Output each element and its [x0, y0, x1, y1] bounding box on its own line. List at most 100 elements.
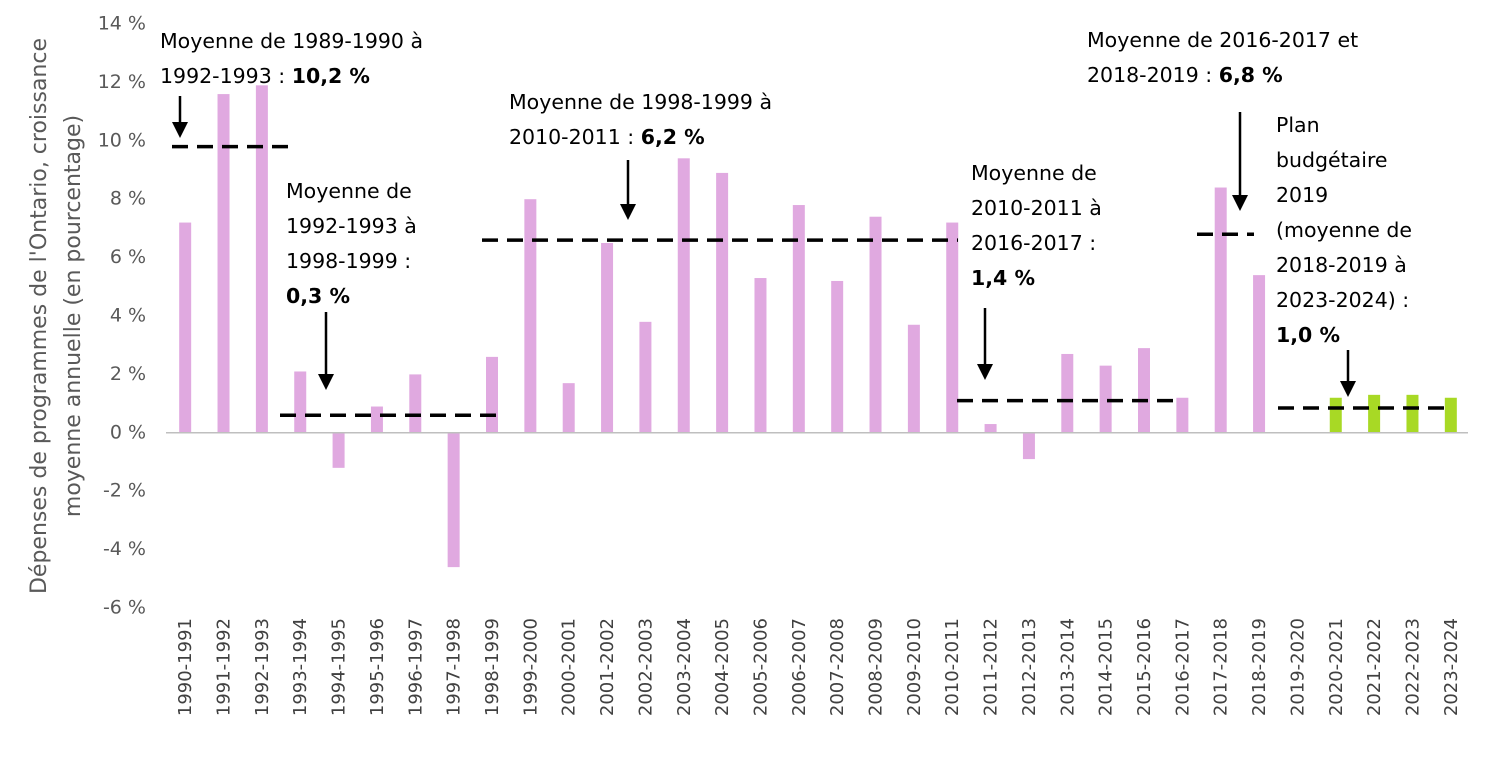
annotation-text: 2018-2019 à: [1276, 253, 1407, 277]
annotation-arrow-head: [620, 204, 636, 220]
x-tick-label: 2001-2002: [597, 618, 618, 716]
y-tick-label: 10 %: [98, 129, 146, 151]
bar: [792, 205, 805, 433]
annotation-text: 2010-2011 à: [971, 196, 1102, 220]
x-tick-label: 2000-2001: [559, 618, 580, 716]
bar: [294, 371, 307, 433]
bar: [179, 222, 192, 433]
y-tick-label: 0 %: [110, 421, 146, 443]
x-tick-label: 2018-2019: [1249, 618, 1270, 716]
x-tick-label: 1990-1991: [175, 618, 196, 716]
x-tick-label: 2014-2015: [1096, 618, 1117, 716]
bar: [1253, 275, 1266, 433]
annotation: Moyenne de 2016-2017 et 2018-2019 : 6,8 %: [1087, 28, 1358, 211]
annotation-text: Moyenne de 1998-1999 à: [509, 90, 772, 114]
annotation-value: 1,4 %: [971, 266, 1035, 290]
y-tick-label: 12 %: [98, 71, 146, 93]
bar: [601, 243, 614, 433]
x-tick-label: 2021-2022: [1364, 618, 1385, 716]
y-axis-title: Dépenses de programmes de l'Ontario, cro…: [27, 38, 86, 594]
x-tick-label: 2011-2012: [981, 618, 1002, 716]
x-tick-label: 1994-1995: [329, 618, 350, 716]
annotation-text: (moyenne de: [1276, 218, 1412, 242]
annotation-arrow-head: [318, 374, 334, 390]
annotation-text: Moyenne de: [286, 179, 412, 203]
annotation-value: 0,3 %: [286, 284, 350, 308]
bar: [1176, 397, 1189, 433]
bar: [524, 199, 537, 433]
x-tick-label: 2010-2011: [942, 618, 963, 716]
annotation-text: Plan: [1276, 113, 1320, 137]
x-tick-label: 1999-2000: [520, 618, 541, 716]
x-tick-label: 2020-2021: [1326, 618, 1347, 716]
x-tick-label: 1998-1999: [482, 618, 503, 716]
y-tick-label: 6 %: [110, 246, 146, 268]
bar: [946, 222, 959, 433]
annotation-text: 2019: [1276, 183, 1328, 207]
y-tick-labels: 14 % 12 % 10 % 8 % 6 % 4 % 2 % 0 % -2 % -4 % -6 %: [98, 13, 146, 619]
annotation-text: 1992-1993 : 10,2 %: [160, 64, 370, 88]
x-tick-label: 1995-1996: [367, 618, 388, 716]
y-tick-label: 8 %: [110, 188, 146, 210]
x-tick-label: 2005-2006: [750, 618, 771, 716]
annotation-text: Moyenne de: [971, 161, 1097, 185]
x-tick-label: 2023-2024: [1441, 618, 1462, 716]
x-tick-label: 1996-1997: [405, 618, 426, 716]
annotation: Moyenne de 1989-1990 à 1992-1993 : 10,2 %: [160, 29, 423, 138]
x-tick-label: 2016-2017: [1172, 618, 1193, 716]
bar: [754, 278, 767, 433]
annotation: Plan budgétaire 2019 (moyenne de 2018-2019 à…: [1276, 113, 1412, 397]
annotation-value: 6,2 %: [641, 125, 705, 149]
x-tick-labels: 1990-1991 1991-1992 1992-1993 1993-1994 1994…: [175, 618, 1462, 716]
bar: [1022, 432, 1035, 460]
bar: [370, 406, 383, 433]
annotation-arrow-head: [977, 364, 993, 380]
x-tick-label: 1997-1998: [444, 618, 465, 716]
annotation: Moyenne de 2010-2011 à 2016-2017 : 1,4 %: [971, 161, 1102, 380]
annotation-value: 6,8 %: [1219, 63, 1283, 87]
annotation-text: 2018-2019 : 6,8 %: [1087, 63, 1283, 87]
y-tick-label: -2 %: [103, 480, 146, 502]
bar: [486, 356, 498, 433]
annotation: Moyenne de 1992-1993 à 1998-1999 : 0,3 %: [286, 179, 417, 390]
annotation: Moyenne de 1998-1999 à 2010-2011 : 6,2 %: [509, 90, 772, 220]
average-annotations: Moyenne de 1989-1990 à 1992-1993 : 10,2 %…: [160, 28, 1412, 397]
x-tick-label: 2017-2018: [1211, 618, 1232, 716]
y-axis-title-line: Dépenses de programmes de l'Ontario, cro…: [27, 38, 52, 594]
bar: [831, 280, 844, 433]
bar: [639, 321, 652, 433]
annotation-value: 10,2 %: [292, 64, 370, 88]
y-tick-label: 2 %: [110, 363, 146, 385]
bar: [1406, 394, 1419, 433]
x-tick-label: 2007-2008: [827, 618, 848, 716]
annotation-text: 2023-2024) :: [1276, 288, 1409, 312]
bar: [1444, 397, 1457, 433]
annotation-arrow-head: [1340, 381, 1356, 397]
bar: [907, 324, 920, 433]
x-tick-label: 2019-2020: [1287, 618, 1308, 716]
y-tick-label: -6 %: [103, 597, 146, 619]
bar: [1214, 187, 1227, 433]
x-tick-label: 2015-2016: [1134, 618, 1155, 716]
x-tick-label: 2022-2023: [1402, 618, 1423, 716]
bar: [217, 94, 230, 433]
bar: [1368, 394, 1381, 433]
annotation-arrow-head: [172, 122, 188, 138]
annotation-text: Moyenne de 2016-2017 et: [1087, 28, 1358, 52]
bar: [1138, 348, 1150, 433]
bar: [869, 216, 882, 433]
x-tick-label: 2006-2007: [789, 618, 810, 716]
x-tick-label: 2012-2013: [1019, 618, 1040, 716]
annotation-arrow-head: [1232, 195, 1248, 211]
y-axis-title-line: moyenne annuelle (en pourcentage): [61, 115, 86, 517]
y-tick-label: 4 %: [110, 305, 146, 327]
bar: [255, 85, 268, 433]
x-tick-label: 2009-2010: [904, 618, 925, 716]
average-lines: [172, 144, 1445, 418]
bar: [332, 432, 345, 468]
bar: [562, 383, 575, 433]
annotation-text: 2016-2017 :: [971, 231, 1096, 255]
bar: [1329, 397, 1342, 433]
annotation-text: 2010-2011 : 6,2 %: [509, 125, 705, 149]
